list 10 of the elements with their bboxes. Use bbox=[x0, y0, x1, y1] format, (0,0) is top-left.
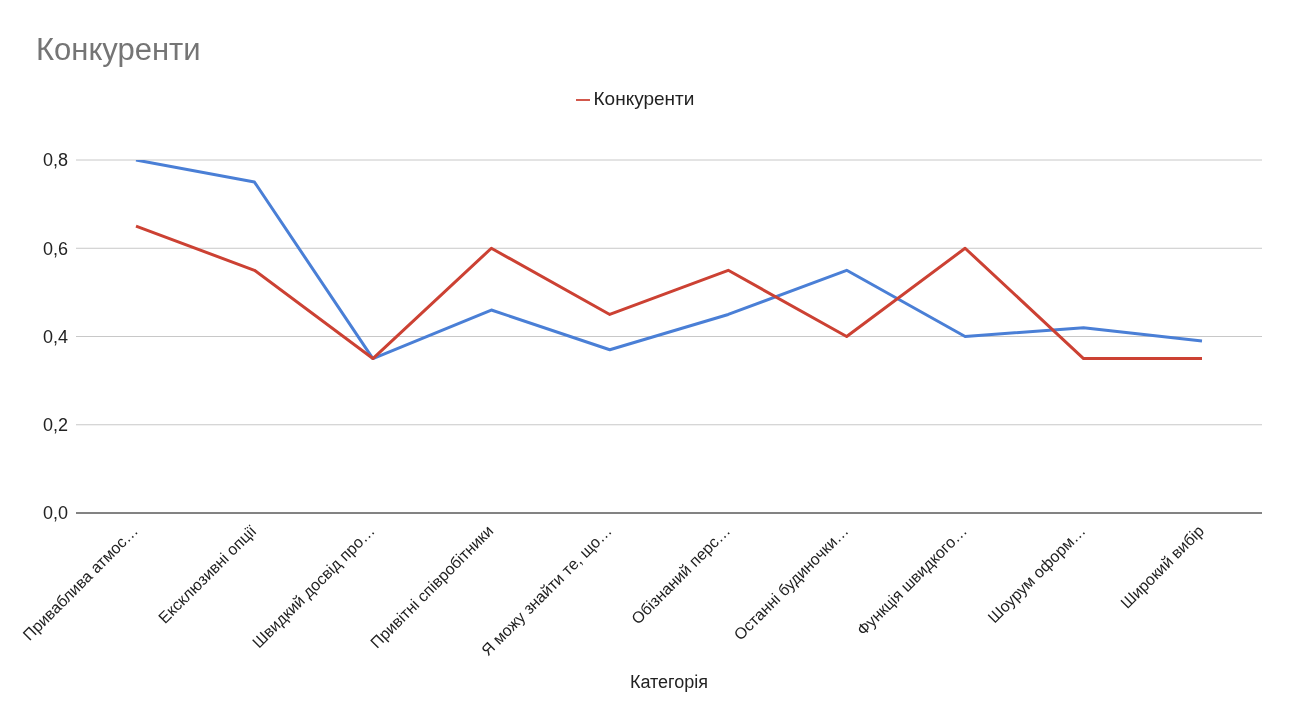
chart-title: Конкуренти bbox=[36, 32, 201, 68]
y-tick-label: 0,8 bbox=[42, 150, 68, 171]
y-tick-label: 0,4 bbox=[42, 326, 68, 347]
legend-label: Конкуренти bbox=[593, 88, 695, 109]
x-axis-title: Категорія bbox=[629, 672, 709, 692]
y-tick-label: 0,0 bbox=[42, 503, 68, 524]
y-tick-label: 0,6 bbox=[42, 238, 68, 259]
line-series bbox=[134, 160, 1204, 361]
line-series bbox=[134, 224, 1204, 361]
y-tick-label: 0,2 bbox=[42, 415, 68, 436]
